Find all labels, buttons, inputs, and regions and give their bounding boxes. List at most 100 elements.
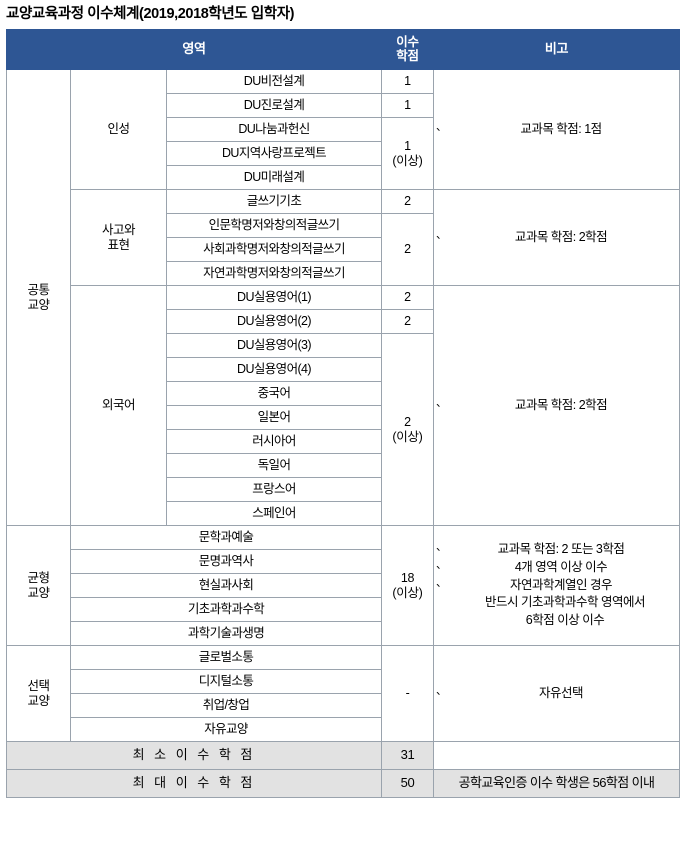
area-group-label-line2: 교양 [27, 585, 50, 600]
area-group-label-line1: 균형 [27, 571, 50, 586]
table-row: 사고와표현글쓰기기초2교과목 학점: 2학점 [7, 189, 680, 286]
note-cell: 교과목 학점: 1점 [433, 69, 680, 190]
credit-value: 2 [404, 415, 411, 430]
note-cell: 교과목 학점: 2학점 [433, 189, 680, 286]
table-row: DU실용영어(2) 2 [7, 309, 680, 334]
area-group-label-line1: 선택 [27, 679, 50, 694]
note-item: 4개 영역 이상 이수 [436, 558, 676, 577]
note-item: 교과목 학점: 1점 [436, 120, 676, 139]
course-name: DU미래설계 [166, 165, 382, 190]
note-list: 교과목 학점: 1점 [436, 120, 676, 139]
course-name: 자유교양 [70, 717, 382, 742]
note-cell: 교과목 학점: 2학점 [433, 285, 680, 526]
table-body: 공통교양인성DU비전설계1교과목 학점: 1점DU진로설계1DU나눔과헌신1(이… [6, 69, 680, 798]
credit-cell: 2 [381, 213, 434, 286]
area-group-cell: 균형 교양 [6, 525, 71, 646]
credit-value: 2 [404, 314, 411, 329]
credit-qualifier: (이상) [392, 153, 423, 168]
table-row: 자연과학명저와창의적글쓰기 [7, 261, 680, 286]
course-name: DU진로설계 [166, 93, 382, 118]
header-area: 영역 [6, 29, 382, 70]
credit-cell: 1 (이상) [381, 117, 434, 190]
area-group-label-line1: 공통 [27, 283, 50, 298]
table-row: 취업/창업 [7, 693, 680, 718]
credit-value: 2 [404, 290, 411, 305]
area-group-label-line2: 교양 [27, 297, 50, 312]
credit-cell: 2 [381, 309, 434, 334]
note-item: 자유선택 [436, 684, 676, 703]
table-row: 인문학명저와창의적글쓰기 2 [7, 213, 680, 286]
credit-cell: 2 (이상) [381, 333, 434, 526]
area-sub-cell: 외국어 [70, 285, 167, 526]
course-name: 글로벌소통 [70, 645, 382, 670]
credit-qualifier: (이상) [392, 429, 423, 444]
area-sub-label-line1: 외국어 [101, 398, 136, 413]
area-sub-label-line1: 인성 [107, 122, 130, 137]
area-group-label-line2: 교양 [27, 693, 50, 708]
summary-row: 최 대 이 수 학 점 50 공학교육인증 이수 학생은 56학점 이내 [6, 769, 680, 798]
course-name: 기초과학과수학 [70, 597, 382, 622]
course-name: 디지털소통 [70, 669, 382, 694]
course-name: 사회과학명저와창의적글쓰기 [166, 237, 382, 262]
header-row: 영역 이수 학점 비고 [6, 29, 680, 70]
course-name: 문명과역사 [70, 549, 382, 574]
summary-note [433, 741, 680, 770]
area-group-cell: 공통 교양 [6, 69, 71, 526]
course-name: 일본어 [166, 405, 382, 430]
note-list: 교과목 학점: 2 또는 3학점4개 영역 이상 이수자연과학계열인 경우반드시… [436, 540, 676, 630]
course-name: 취업/창업 [70, 693, 382, 718]
course-name: DU지역사랑프로젝트 [166, 141, 382, 166]
table-row: 기초과학과수학 [7, 597, 680, 622]
table-row: DU미래설계 [7, 165, 680, 190]
area-sub-cell: 인성 [70, 69, 167, 190]
table-row: 독일어 [7, 453, 680, 478]
note-item: 교과목 학점: 2학점 [436, 228, 676, 247]
table-row: 프랑스어 [7, 477, 680, 502]
summary-value: 31 [381, 741, 434, 770]
header-note: 비고 [433, 29, 680, 70]
note-list: 자유선택 [436, 684, 676, 703]
table-row: 외국어 DU실용영어(1) 2 교과목 학점: 2학점 [7, 285, 680, 526]
header-credit-line2: 학점 [396, 48, 419, 63]
note-item: 6학점 이상 이수 [525, 613, 605, 628]
course-name: DU실용영어(1) [166, 285, 382, 310]
course-name: 자연과학명저와창의적글쓰기 [166, 261, 382, 286]
credit-qualifier: (이상) [392, 585, 423, 600]
course-name: 프랑스어 [166, 477, 382, 502]
credit-cell: 2 [381, 189, 434, 214]
credit-value: 1 [404, 98, 411, 113]
summary-row: 최 소 이 수 학 점 31 [6, 741, 680, 770]
course-name: 인문학명저와창의적글쓰기 [166, 213, 382, 238]
course-name: 러시아어 [166, 429, 382, 454]
page-title: 교양교육과정 이수체계(2019,2018학년도 입학자) [6, 6, 295, 22]
note-item: 교과목 학점: 2학점 [436, 396, 676, 415]
course-name: DU실용영어(2) [166, 309, 382, 334]
credit-value: 2 [404, 194, 411, 209]
note-list: 교과목 학점: 2학점 [436, 228, 676, 247]
table-row: 디지털소통 [7, 669, 680, 694]
area-group-cell: 선택 교양 [6, 645, 71, 742]
header-credit: 이수 학점 [381, 29, 434, 70]
table-row: 과학기술과생명 [7, 621, 680, 646]
note-cell: 교과목 학점: 2 또는 3학점4개 영역 이상 이수자연과학계열인 경우반드시… [433, 525, 680, 646]
course-name: DU실용영어(4) [166, 357, 382, 382]
note-list: 교과목 학점: 2학점 [436, 396, 676, 415]
course-name: 과학기술과생명 [70, 621, 382, 646]
note-item: 반드시 기초과학과수학 영역에서 [485, 595, 645, 610]
table-row: DU지역사랑프로젝트 [7, 141, 680, 166]
area-sub-cell: 사고와 표현 [70, 189, 167, 286]
area-sub-label-line1: 사고와 [101, 223, 136, 238]
summary-value: 50 [381, 769, 434, 798]
table-row: 자유교양 [7, 717, 680, 742]
credit-cell: 1 [381, 69, 434, 94]
note-item: 자연과학계열인 경우 [436, 576, 676, 595]
note-cell: 자유선택 [433, 645, 680, 742]
credit-cell: 2 [381, 285, 434, 310]
table-row: DU실용영어(3) 2 (이상) [7, 333, 680, 526]
table-row: 사회과학명저와창의적글쓰기 [7, 237, 680, 262]
area-sub-label-line2: 표현 [107, 237, 130, 252]
